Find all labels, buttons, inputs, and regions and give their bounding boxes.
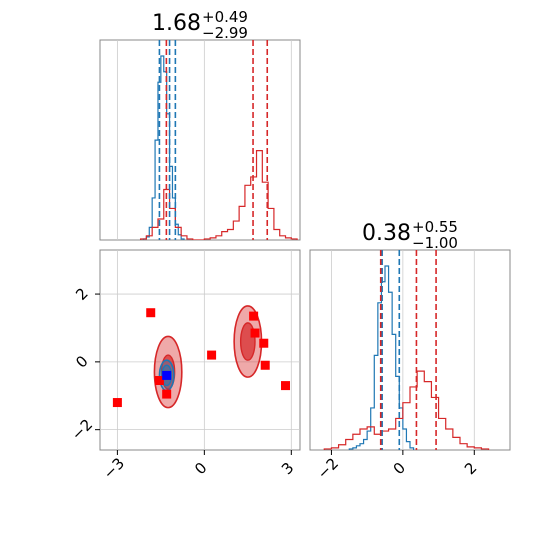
scatter-ytick-label: −2: [68, 415, 96, 443]
right-xtick-label: 2: [461, 459, 480, 478]
right-xtick-label: −2: [314, 454, 342, 482]
scatter-xtick-label: −3: [100, 454, 128, 482]
right-xtick-label: 0: [390, 459, 409, 478]
joint-scatter-panel: −3 0 3 −2 0 2: [68, 249, 301, 483]
top-hist-series-1: [139, 150, 298, 240]
right-title-upper: +0.55: [412, 218, 458, 236]
right-title-value: 0.38: [362, 221, 411, 246]
right-marginal-histogram: −2 0 2 0.38 +0.55 −1.00: [309, 218, 511, 483]
top-marginal-histogram: 1.68 +0.49 −2.99: [99, 8, 301, 241]
scatter-point: [259, 338, 269, 348]
contour-inner-1: [239, 322, 256, 361]
scatter-xtick-label: 0: [191, 459, 210, 478]
scatter-point: [249, 311, 259, 321]
top-title-value: 1.68: [152, 11, 201, 36]
scatter-point: [207, 350, 217, 360]
top-hist-series-0: [142, 55, 185, 240]
scatter-xtick-label: 3: [278, 459, 297, 478]
scatter-highlight-point: [162, 370, 172, 380]
top-title: 1.68 +0.49 −2.99: [152, 8, 248, 42]
top-panel-frame: [99, 39, 301, 241]
scatter-point: [281, 381, 291, 391]
top-title-lower: −2.99: [202, 24, 248, 42]
scatter-point: [154, 376, 164, 386]
right-title-lower: −1.00: [412, 234, 458, 252]
scatter-point: [112, 398, 122, 408]
scatter-panel-frame: [99, 249, 301, 451]
top-title-upper: +0.49: [202, 8, 248, 26]
scatter-point: [260, 360, 270, 370]
scatter-point: [250, 328, 260, 338]
scatter-ytick-label: 2: [72, 284, 91, 303]
scatter-point: [162, 389, 172, 399]
scatter-point: [146, 308, 156, 318]
scatter-ytick-label: 0: [72, 352, 91, 371]
right-panel-frame: [309, 249, 511, 451]
right-hist-series-0: [348, 265, 415, 450]
right-title: 0.38 +0.55 −1.00: [362, 218, 458, 252]
right-hist-series-1: [323, 370, 490, 450]
